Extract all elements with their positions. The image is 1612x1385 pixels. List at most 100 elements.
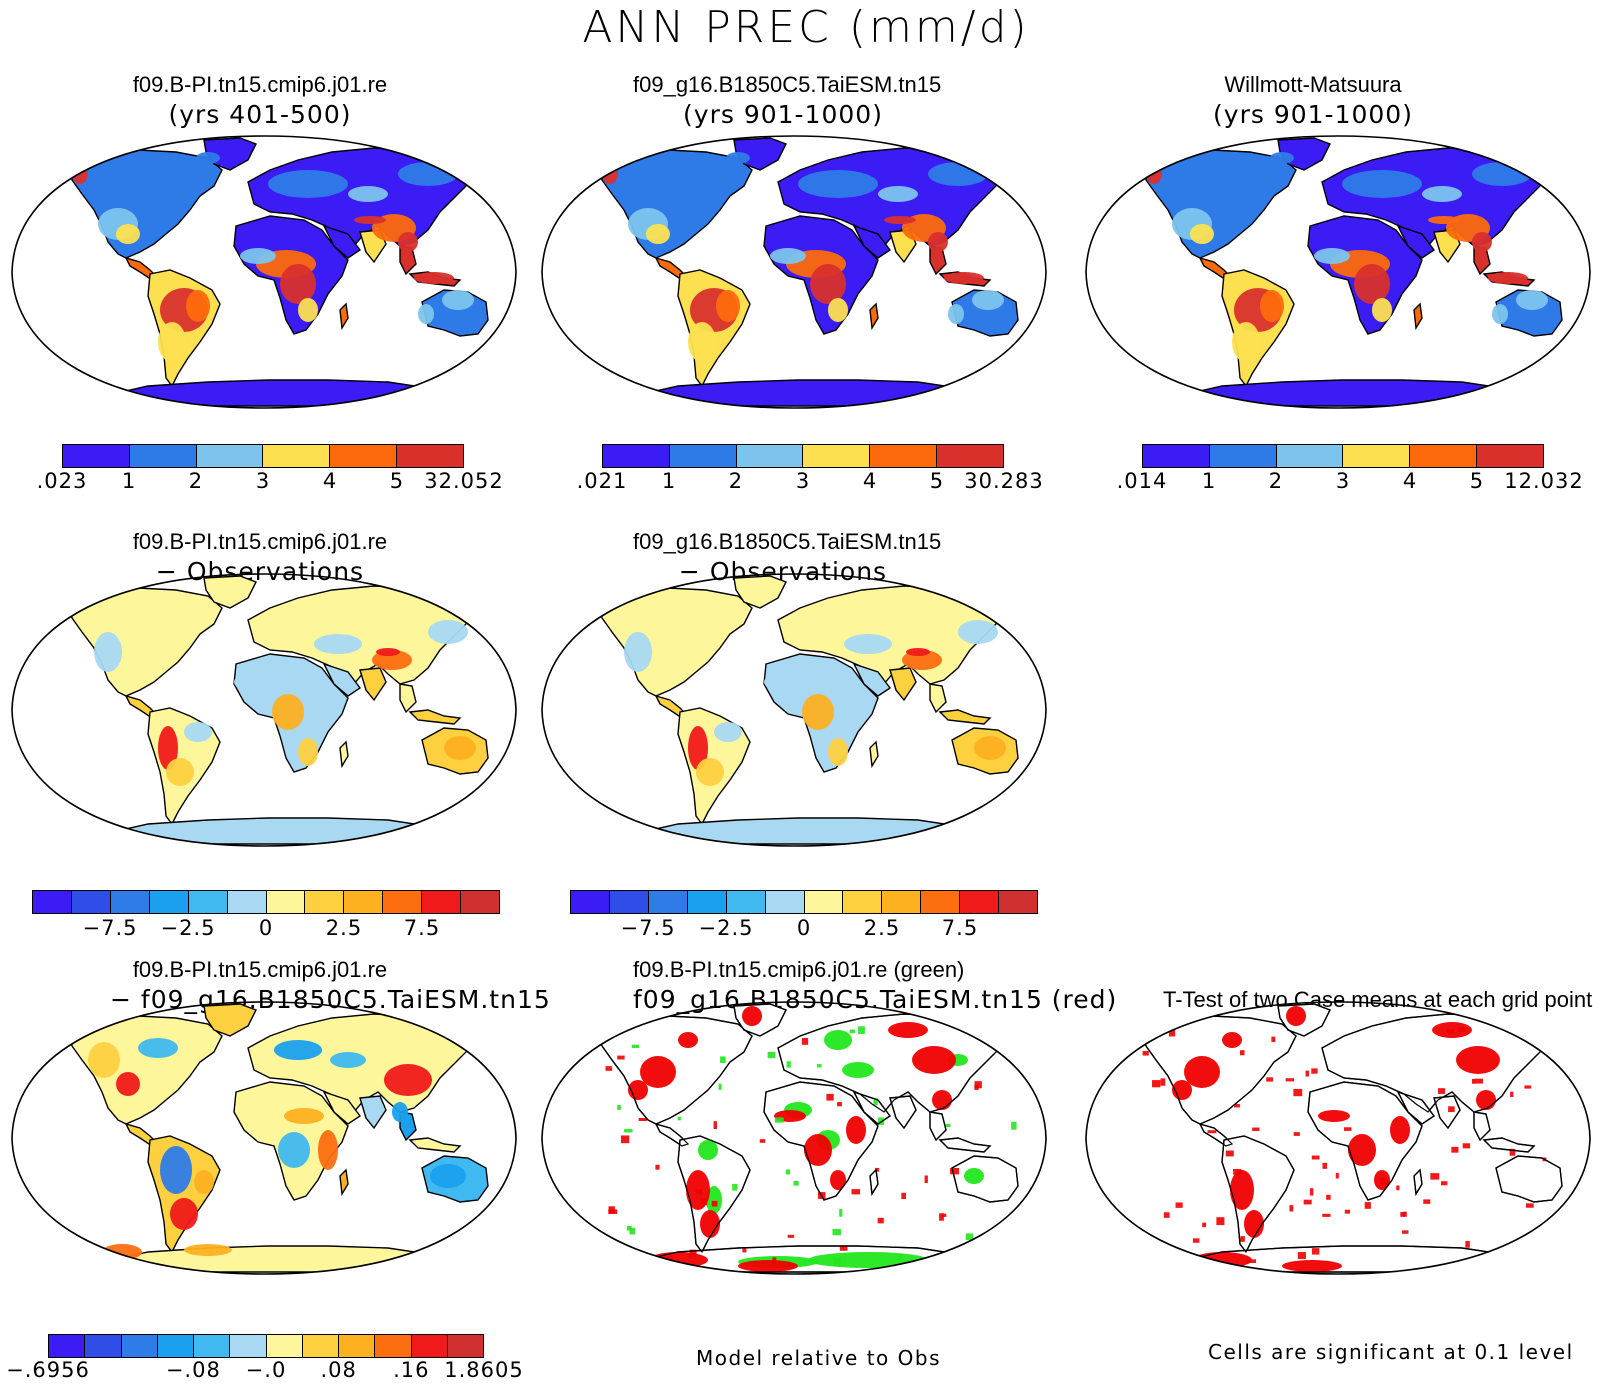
colorbar-tick-label: 2 [188, 469, 204, 493]
colorbar-ticks-panel-3: .014 1 2 3 4 5 12.032 [1117, 469, 1583, 495]
colorbar-cell-1 [129, 445, 197, 467]
colorbar-tick-label: −7.5 [620, 916, 676, 940]
map-frame [541, 1001, 1047, 1275]
colorbar-cell-5 [227, 891, 267, 913]
land-india [359, 667, 387, 702]
colorbar-cell-3 [157, 1335, 194, 1357]
map-panel-6 [11, 1001, 517, 1275]
colorbar-cell-8 [339, 1335, 376, 1357]
land-nz [495, 330, 505, 354]
colorbar-panel-2 [602, 444, 1004, 468]
colorbar-tick-label: 0 [258, 916, 274, 940]
land-nz [1569, 330, 1579, 354]
colorbar-panel-3 [1142, 444, 1544, 468]
field-patches [1142, 1006, 1547, 1272]
map-panel-7 [541, 1001, 1047, 1275]
colorbar-tick-label: 2.5 [325, 916, 363, 940]
colorbar-cell-5 [937, 445, 1003, 467]
land-madagascar [869, 302, 879, 331]
colorbar-cell-6 [266, 1335, 303, 1357]
colorbar-tick-label: 4 [862, 469, 878, 493]
colorbar-cell-3 [803, 445, 871, 467]
colorbar-ticks-panel-2: .021 1 2 3 4 5 30.283 [577, 469, 1043, 495]
panel-8-note: Cells are significant at 0.1 level [1208, 1340, 1574, 1364]
colorbar-tick-label: .16 [393, 1358, 430, 1382]
colorbar-cell-1 [85, 1335, 122, 1357]
colorbar-tick-label: 7.5 [941, 916, 979, 940]
colorbar-ticks-panel-1: .023 1 2 3 4 5 32.052 [37, 469, 503, 495]
colorbar-cell-4 [188, 891, 228, 913]
map-panel-4 [11, 573, 517, 847]
colorbar-cell-11 [999, 891, 1038, 913]
panel-3-title-dataset: Willmott-Matsuura [1224, 72, 1402, 97]
panel-4-title-minus-obs: − Observations [155, 557, 365, 586]
panel-7-note: Model relative to Obs [696, 1346, 941, 1370]
land-madagascar [339, 740, 349, 769]
colorbar-tick-label: −7.5 [82, 916, 138, 940]
land-seAsia [929, 683, 947, 714]
colorbar-tick-label: 1 [1201, 469, 1217, 493]
colorbar-cell-4 [1410, 445, 1478, 467]
colorbar-cell-0 [1143, 445, 1210, 467]
land-greenland [733, 575, 787, 609]
colorbar-tick-label: 2 [728, 469, 744, 493]
colorbar-cell-0 [603, 445, 670, 467]
field-patches [72, 152, 474, 362]
colorbar-panel-1 [62, 444, 464, 468]
figure-title: ANN PREC (mm/d) [582, 2, 1030, 53]
map-frame [1085, 1001, 1591, 1275]
colorbar-tick-label: 5 [389, 469, 405, 493]
colorbar-cell-9 [375, 1335, 412, 1357]
colorbar-cell-2 [1276, 445, 1344, 467]
map-panel-8 [1085, 1001, 1591, 1275]
map-frame [541, 135, 1047, 409]
panel-3-title: Willmott-Matsuura (yrs 901-1000) [1163, 70, 1463, 130]
map-panel-2 [541, 135, 1047, 409]
panel-3-title-years: (yrs 901-1000) [1213, 100, 1413, 129]
map-panel-1 [11, 135, 517, 409]
colorbar-cell-1 [609, 891, 649, 913]
colorbar-tick-label: 30.283 [964, 469, 1044, 493]
field-patches [94, 602, 476, 786]
colorbar-cell-7 [302, 1335, 339, 1357]
land-nz [495, 1196, 505, 1220]
panel-1-title-years: (yrs 401-500) [168, 100, 352, 129]
field-patches [1146, 152, 1548, 362]
land-arabia [322, 1090, 362, 1125]
colorbar-cell-0 [33, 891, 72, 913]
map-frame [11, 135, 517, 409]
colorbar-tick-label: 1 [121, 469, 137, 493]
panel-5-title-case: f09_g16.B1850C5.TaiESM.tn15 [633, 529, 942, 554]
land-nz [1025, 1196, 1035, 1220]
colorbar-tick-label: 32.052 [424, 469, 504, 493]
colorbar-cell-1 [71, 891, 111, 913]
land-antarctica [102, 379, 450, 407]
colorbar-ticks-panel-5: −7.5 −2.5 0 2.5 7.5 [570, 916, 1038, 942]
colorbar-tick-label: 3 [795, 469, 811, 493]
colorbar-cell-7 [305, 891, 345, 913]
land-antarctica [102, 817, 450, 845]
colorbar-cell-3 [149, 891, 189, 913]
land-greenland [203, 575, 257, 609]
colorbar-tick-label: 5 [1469, 469, 1485, 493]
land-indonesia [938, 709, 992, 725]
land-antarctica [632, 379, 980, 407]
colorbar-cell-11 [447, 1335, 483, 1357]
land-arabia [852, 224, 892, 259]
land-arabia [1396, 224, 1436, 259]
land-madagascar [1413, 302, 1423, 331]
colorbar-tick-label: −2.5 [160, 916, 216, 940]
land-india [359, 1095, 387, 1130]
colorbar-cell-8 [344, 891, 384, 913]
colorbar-tick-label: 7.5 [403, 916, 441, 940]
colorbar-cell-8 [882, 891, 922, 913]
land-madagascar [869, 740, 879, 769]
panel-5-title: f09_g16.B1850C5.TaiESM.tn15 − Observatio… [633, 527, 942, 587]
colorbar-cell-0 [63, 445, 130, 467]
colorbar-cell-2 [648, 891, 688, 913]
colorbar-tick-label: 1.8605 [444, 1358, 524, 1382]
colorbar-tick-label: .08 [320, 1358, 357, 1382]
colorbar-cell-1 [1209, 445, 1277, 467]
land-nz [1569, 1196, 1579, 1220]
colorbar-cell-4 [194, 1335, 231, 1357]
